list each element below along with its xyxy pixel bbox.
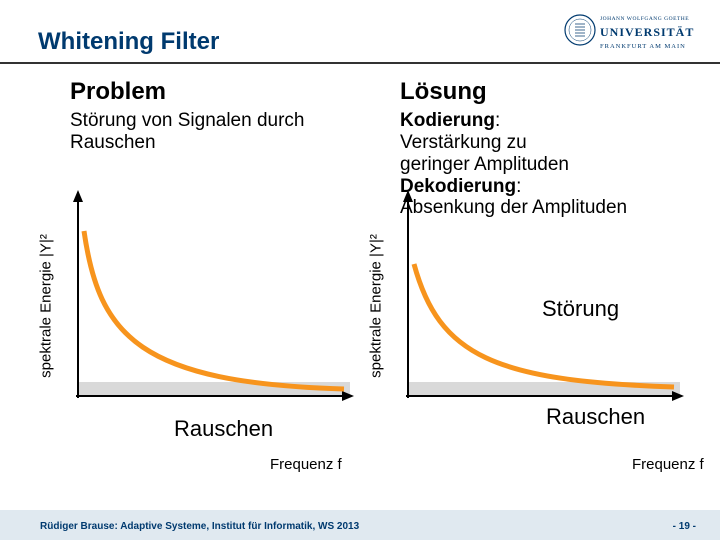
xlabel-right: Frequenz f — [632, 456, 704, 473]
page-number: - 19 - — [673, 521, 696, 532]
y-arrow-right — [403, 190, 413, 202]
problem-text: Störung von Signalen durch Rauschen — [70, 110, 370, 154]
header-rule — [0, 62, 720, 64]
logo-text-top: JOHANN WOLFGANG GOETHE — [600, 16, 689, 22]
solution-heading: Lösung — [400, 78, 700, 106]
y-arrow-left — [73, 190, 83, 202]
logo-text-mid: UNIVERSITÄT — [600, 25, 694, 39]
curve-left — [84, 231, 344, 389]
ylabel-right: spektrale Energie |Y|² — [368, 234, 385, 378]
annotation-rauschen-right: Rauschen — [546, 404, 645, 430]
problem-heading: Problem — [70, 78, 370, 106]
ylabel-left: spektrale Energie |Y|² — [38, 234, 55, 378]
university-logo: JOHANN WOLFGANG GOETHE UNIVERSITÄT FRANK… — [562, 6, 702, 54]
annotation-stoerung: Störung — [542, 296, 619, 322]
slide-title: Whitening Filter — [38, 28, 219, 56]
chart-solution: spektrale Energie |Y|² Störung Rauschen — [384, 186, 684, 426]
footer-text: Rüdiger Brause: Adaptive Systeme, Instit… — [40, 521, 359, 532]
header: Whitening Filter JOHANN WOLFGANG GOETHE … — [0, 0, 720, 60]
chart-solution-svg — [384, 186, 684, 426]
logo-text-bot: FRANKFURT AM MAIN — [600, 43, 686, 50]
curve-right — [414, 264, 674, 387]
chart-problem: spektrale Energie |Y|² Rauschen — [54, 186, 354, 426]
xlabel-left: Frequenz f — [270, 456, 342, 473]
chart-problem-svg — [54, 186, 354, 426]
problem-column: Problem Störung von Signalen durch Rausc… — [70, 78, 370, 154]
annotation-rauschen-left: Rauschen — [174, 416, 273, 442]
